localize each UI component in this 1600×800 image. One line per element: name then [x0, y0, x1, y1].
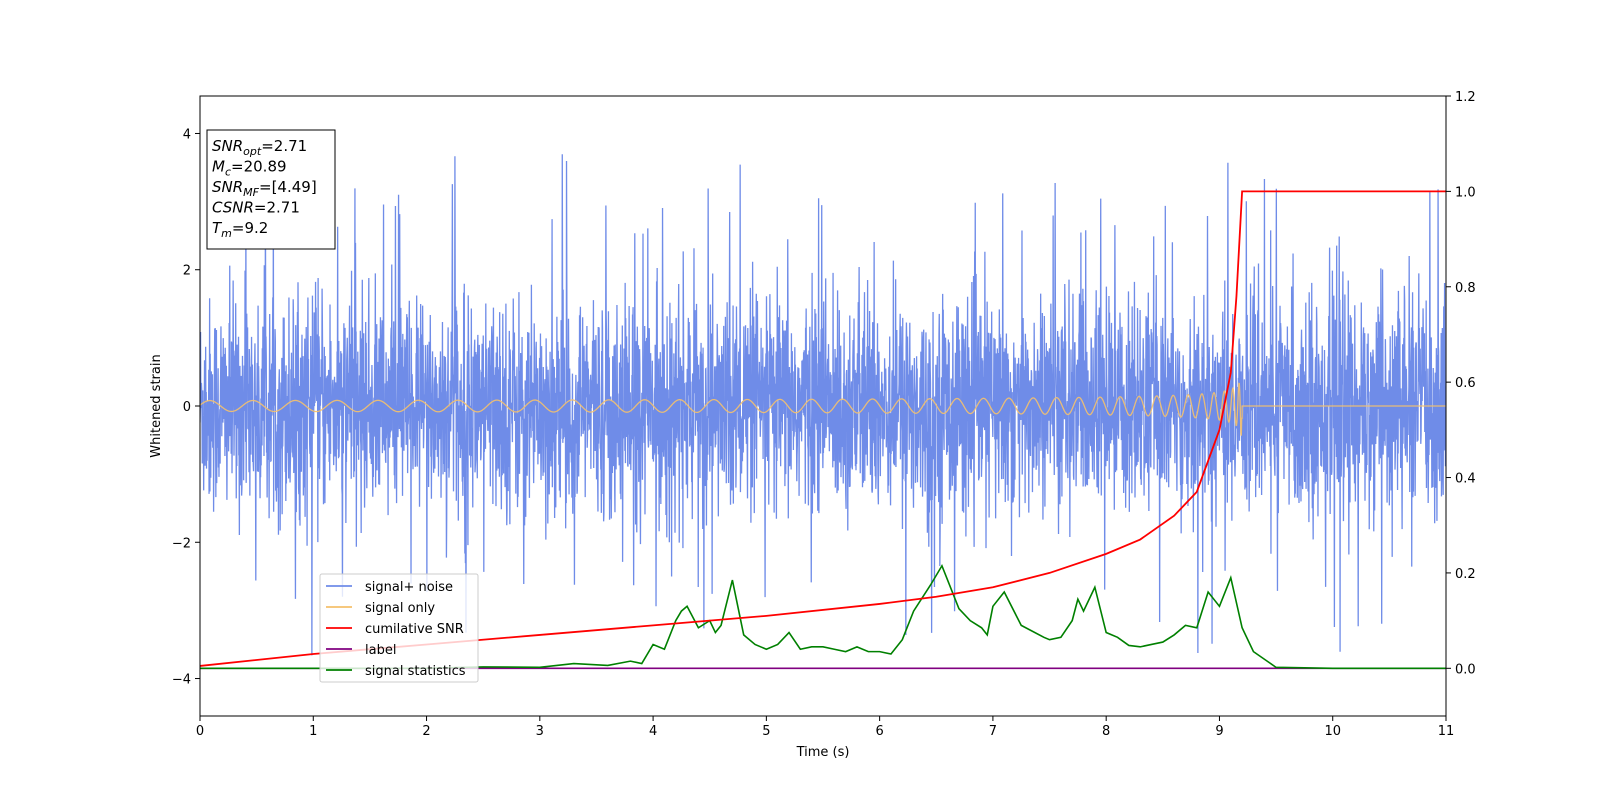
legend: signal+ noise signal only cumilative SNR la…: [319, 573, 479, 683]
info-line: SNRopt=2.71: [212, 137, 307, 158]
info-line: CSNR=2.71: [212, 199, 300, 217]
info-box-frame: [206, 129, 336, 250]
y2-tick-label: 1.2: [1455, 90, 1476, 105]
info-line: SNRMF=[4.49]: [212, 178, 317, 199]
x-tick-label: 11: [1438, 724, 1455, 739]
y-tick-label: −4: [172, 673, 191, 688]
y-axis-label: Whitened strain: [149, 354, 164, 457]
info-box: SNRopt=2.71Mc=20.89SNRMF=[4.49]CSNR=2.71…: [206, 129, 336, 250]
info-line: Mc=20.89: [212, 158, 287, 179]
x-tick-label: 7: [989, 724, 997, 739]
x-tick-label: 0: [196, 724, 204, 739]
y-tick-label: 0: [183, 400, 191, 415]
y-tick-label: 2: [183, 264, 191, 279]
series-signal-only-line: [200, 382, 1446, 436]
y-tick-label: 4: [183, 127, 191, 142]
y2-tick-label: 0.6: [1455, 376, 1476, 391]
y2-tick-label: 0.2: [1455, 567, 1476, 582]
y2-tick-label: 0.0: [1455, 662, 1476, 677]
legend-entry: signal+ noise: [365, 580, 453, 595]
legend-entry: signal only: [365, 601, 435, 616]
series-signal-statistics-line: [200, 563, 1446, 670]
y2-tick-label: 0.4: [1455, 472, 1476, 487]
y-tick-label: −2: [172, 536, 191, 551]
x-tick-label: 3: [536, 724, 544, 739]
x-tick-label: 5: [762, 724, 770, 739]
series-cumulative-snr-line: [200, 190, 1446, 667]
x-tick-label: 1: [309, 724, 317, 739]
legend-entry: label: [365, 643, 396, 658]
y2-tick-label: 0.8: [1455, 281, 1476, 296]
y2-tick-label: 1.0: [1455, 185, 1476, 200]
info-line: Tm=9.2: [212, 219, 268, 240]
legend-frame: [319, 573, 479, 683]
x-axis-label: Time (s): [796, 745, 850, 760]
x-tick-label: 2: [422, 724, 430, 739]
x-tick-label: 9: [1215, 724, 1223, 739]
x-tick-label: 6: [875, 724, 883, 739]
x-tick-label: 8: [1102, 724, 1110, 739]
x-tick-label: 10: [1324, 724, 1341, 739]
legend-entry: cumilative SNR: [365, 622, 464, 637]
legend-entry: signal statistics: [365, 664, 466, 679]
axes-ticks: 0 1 2 3 4 5 6 7 8 9 10 11 4 2 0 −2 −4 1.2 1.0 0.8 0.6 0.4 0.2 0…: [172, 90, 1476, 739]
x-tick-label: 4: [649, 724, 657, 739]
